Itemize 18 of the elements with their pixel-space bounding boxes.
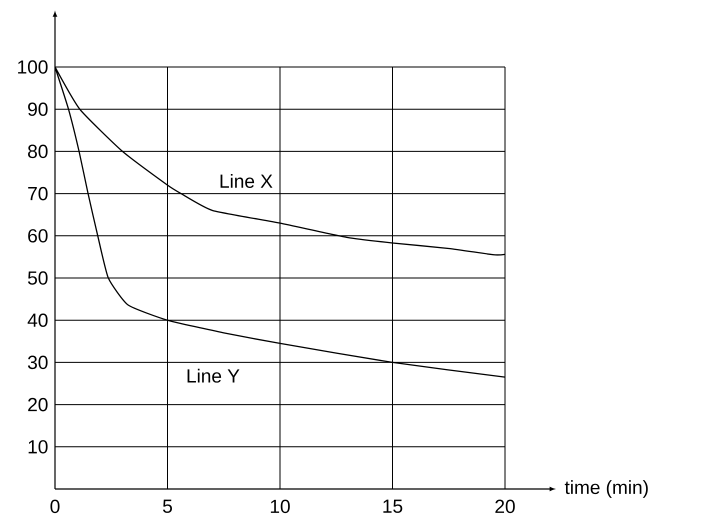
- x-tick-label: 10: [270, 500, 290, 514]
- y-tick-label: 60: [28, 229, 48, 243]
- series-label: Line Y: [188, 368, 240, 383]
- x-tick-label: 15: [383, 500, 402, 513]
- y-tick-label: 70: [28, 186, 48, 200]
- y-tick-label: 40: [28, 313, 48, 327]
- y-tick-label: 100: [18, 60, 48, 74]
- y-tick-label: 20: [28, 398, 48, 412]
- x-axis-title: time (min): [564, 480, 648, 498]
- x-tick-label: 0: [50, 500, 60, 514]
- y-tick-label: 90: [28, 102, 48, 116]
- y-tick-label: 50: [28, 271, 48, 285]
- y-tick-label: 10: [28, 440, 48, 454]
- y-tick-label: 30: [28, 356, 48, 370]
- x-tick-label: 20: [495, 500, 515, 514]
- series-label: Line X: [220, 174, 272, 188]
- x-tick-label: 5: [162, 500, 172, 513]
- y-tick-label: 80: [28, 144, 48, 158]
